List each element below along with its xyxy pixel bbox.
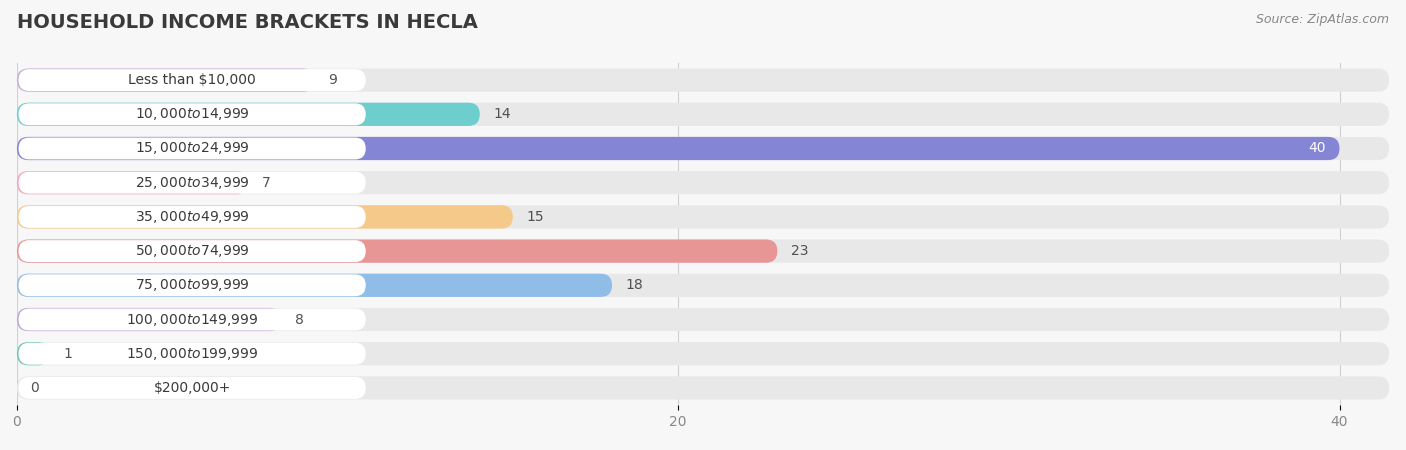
Text: 18: 18 <box>626 278 643 293</box>
Text: $35,000 to $49,999: $35,000 to $49,999 <box>135 209 249 225</box>
FancyBboxPatch shape <box>17 342 51 365</box>
FancyBboxPatch shape <box>18 69 366 91</box>
Text: 40: 40 <box>1309 141 1326 156</box>
Text: 7: 7 <box>262 176 270 190</box>
FancyBboxPatch shape <box>17 137 1389 160</box>
Text: 8: 8 <box>295 312 304 327</box>
FancyBboxPatch shape <box>18 343 366 364</box>
Text: Less than $10,000: Less than $10,000 <box>128 73 256 87</box>
FancyBboxPatch shape <box>18 104 366 125</box>
Text: $15,000 to $24,999: $15,000 to $24,999 <box>135 140 249 157</box>
Text: $25,000 to $34,999: $25,000 to $34,999 <box>135 175 249 191</box>
FancyBboxPatch shape <box>17 239 778 263</box>
FancyBboxPatch shape <box>18 172 366 194</box>
Text: 0: 0 <box>30 381 39 395</box>
FancyBboxPatch shape <box>18 309 366 330</box>
Text: 23: 23 <box>790 244 808 258</box>
FancyBboxPatch shape <box>17 205 1389 229</box>
FancyBboxPatch shape <box>17 274 612 297</box>
FancyBboxPatch shape <box>17 205 513 229</box>
FancyBboxPatch shape <box>17 68 1389 92</box>
FancyBboxPatch shape <box>17 103 479 126</box>
FancyBboxPatch shape <box>17 171 1389 194</box>
Text: 1: 1 <box>63 346 72 361</box>
FancyBboxPatch shape <box>17 68 315 92</box>
Text: 9: 9 <box>328 73 336 87</box>
FancyBboxPatch shape <box>18 206 366 228</box>
Text: $10,000 to $14,999: $10,000 to $14,999 <box>135 106 249 122</box>
FancyBboxPatch shape <box>17 308 1389 331</box>
Text: HOUSEHOLD INCOME BRACKETS IN HECLA: HOUSEHOLD INCOME BRACKETS IN HECLA <box>17 14 478 32</box>
FancyBboxPatch shape <box>18 274 366 296</box>
FancyBboxPatch shape <box>18 377 366 399</box>
FancyBboxPatch shape <box>18 240 366 262</box>
FancyBboxPatch shape <box>17 274 1389 297</box>
FancyBboxPatch shape <box>17 376 1389 400</box>
FancyBboxPatch shape <box>17 308 281 331</box>
FancyBboxPatch shape <box>17 137 1340 160</box>
Text: Source: ZipAtlas.com: Source: ZipAtlas.com <box>1256 14 1389 27</box>
Text: 14: 14 <box>494 107 510 122</box>
FancyBboxPatch shape <box>17 342 1389 365</box>
Text: $200,000+: $200,000+ <box>153 381 231 395</box>
Text: $150,000 to $199,999: $150,000 to $199,999 <box>127 346 259 362</box>
FancyBboxPatch shape <box>17 103 1389 126</box>
Text: 15: 15 <box>526 210 544 224</box>
FancyBboxPatch shape <box>17 239 1389 263</box>
FancyBboxPatch shape <box>17 171 249 194</box>
FancyBboxPatch shape <box>18 138 366 159</box>
Text: $75,000 to $99,999: $75,000 to $99,999 <box>135 277 249 293</box>
Text: $100,000 to $149,999: $100,000 to $149,999 <box>127 311 259 328</box>
Text: $50,000 to $74,999: $50,000 to $74,999 <box>135 243 249 259</box>
